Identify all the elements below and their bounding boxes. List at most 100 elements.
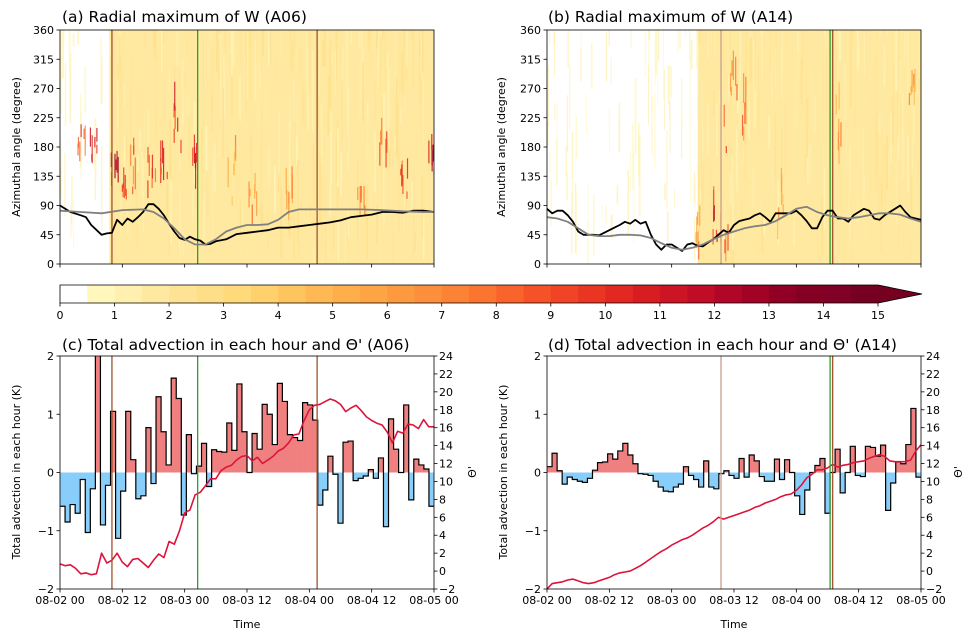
bar-positive xyxy=(423,469,430,473)
heatmap-texture-strip xyxy=(810,142,812,180)
y2-tick-label: 18 xyxy=(439,404,453,417)
theta-line xyxy=(547,444,921,589)
bar-negative xyxy=(668,472,674,492)
heatmap-texture-strip xyxy=(104,42,107,84)
bar-positive xyxy=(201,443,207,473)
y2-tick-label: 4 xyxy=(439,529,446,542)
heatmap-texture-strip xyxy=(680,171,683,257)
heatmap-texture-strip xyxy=(312,141,315,228)
heatmap-texture-strip xyxy=(312,246,315,263)
heatmap-texture-strip xyxy=(223,63,226,122)
panel-a-ylabel: Azimuthal angle (degree) xyxy=(10,77,23,217)
bar-positive xyxy=(211,449,217,473)
heatmap-texture-strip xyxy=(752,244,754,262)
heatmap-texture-strip xyxy=(367,189,369,215)
heatmap-texture-strip xyxy=(399,107,402,124)
heatmap-streak xyxy=(173,128,175,143)
heatmap-texture-strip xyxy=(897,158,900,248)
y-tick-label: 225 xyxy=(33,112,54,125)
heatmap-texture-strip xyxy=(661,30,664,40)
heatmap-texture-strip xyxy=(376,30,378,48)
y2-tick-label: 6 xyxy=(926,511,933,524)
black-line xyxy=(59,203,435,246)
heatmap-texture-strip xyxy=(421,30,424,73)
heatmap-texture-strip xyxy=(206,30,209,77)
bar-negative xyxy=(648,472,654,476)
bar-step-outline xyxy=(547,407,921,516)
heatmap-texture-strip xyxy=(261,202,263,235)
heatmap-texture-strip xyxy=(401,52,403,92)
bar-negative xyxy=(105,472,111,486)
heatmap-texture-strip xyxy=(889,30,891,42)
bar-negative xyxy=(60,472,66,507)
heatmap-texture-strip xyxy=(163,30,165,75)
heatmap-texture-strip xyxy=(126,30,128,52)
heatmap-texture-strip xyxy=(120,33,123,110)
gray-line xyxy=(546,205,922,251)
heatmap-texture-strip xyxy=(289,95,291,129)
heatmap-texture-strip xyxy=(262,30,264,57)
heatmap-texture-strip xyxy=(663,30,665,100)
heatmap-texture-strip xyxy=(698,165,700,248)
heatmap-texture-strip xyxy=(340,35,342,63)
heatmap-texture-strip xyxy=(730,159,732,217)
bar-positive xyxy=(196,466,202,473)
colorbar-bin xyxy=(250,285,279,303)
colorbar-bin xyxy=(387,285,415,303)
colorbar-bin xyxy=(359,285,388,303)
heatmap-texture-strip xyxy=(583,30,586,41)
bar-negative xyxy=(759,472,765,477)
heatmap-texture-strip xyxy=(418,37,421,104)
heatmap-texture-strip xyxy=(604,121,606,167)
y-tick-label: 180 xyxy=(520,141,541,154)
heatmap-streak xyxy=(79,141,81,162)
heatmap-texture-strip xyxy=(735,125,737,181)
bar-positive xyxy=(900,463,907,473)
bar-negative xyxy=(688,472,694,476)
heatmap-texture-strip xyxy=(654,93,656,168)
bar-negative xyxy=(693,472,699,480)
heatmap-texture-strip xyxy=(844,63,846,120)
heatmap-texture-strip xyxy=(890,64,891,95)
heatmap-streak xyxy=(730,86,732,96)
bar-positive xyxy=(418,464,425,473)
plot-area xyxy=(547,407,921,589)
heatmap-texture-strip xyxy=(688,30,691,62)
heatmap-streak xyxy=(286,190,288,210)
bar-positive xyxy=(835,449,841,473)
heatmap-texture-strip xyxy=(666,130,668,210)
bar-positive xyxy=(161,431,167,473)
heatmap-texture-strip xyxy=(872,30,875,32)
heatmap-texture-strip xyxy=(60,139,62,210)
bar-negative xyxy=(840,472,846,493)
y2-tick-label: 2 xyxy=(926,547,933,560)
heatmap-texture-strip xyxy=(307,46,309,132)
heatmap-texture-strip xyxy=(575,116,578,159)
heatmap-texture-strip xyxy=(319,30,321,81)
heatmap-texture-strip xyxy=(70,206,73,238)
heatmap-texture-strip xyxy=(555,30,558,75)
heatmap-texture-strip xyxy=(883,51,886,74)
heatmap-texture-strip xyxy=(270,30,272,64)
heatmap-texture-strip xyxy=(290,30,292,70)
heatmap-texture-strip xyxy=(175,204,177,219)
heatmap-texture-strip xyxy=(121,156,124,198)
colorbar-bin xyxy=(169,285,197,303)
heatmap-texture-strip xyxy=(227,195,229,253)
heatmap-texture-strip xyxy=(395,77,398,156)
heatmap-texture-strip xyxy=(410,89,413,119)
heatmap-texture-strip xyxy=(163,77,165,126)
heatmap-texture-strip xyxy=(324,239,327,262)
heatmap-streak xyxy=(234,146,237,161)
heatmap-texture-strip xyxy=(616,184,619,205)
heatmap-texture-strip xyxy=(755,194,757,264)
heatmap-texture-strip xyxy=(605,32,608,83)
colorbar-bin xyxy=(632,285,661,303)
heatmap-texture-strip xyxy=(384,30,387,74)
heatmap-texture-strip xyxy=(335,140,338,182)
bar-negative xyxy=(769,472,775,482)
heatmap-texture-strip xyxy=(869,128,872,193)
heatmap-texture-strip xyxy=(650,219,653,248)
heatmap-texture-strip xyxy=(652,154,654,177)
bar-positive xyxy=(602,462,608,473)
